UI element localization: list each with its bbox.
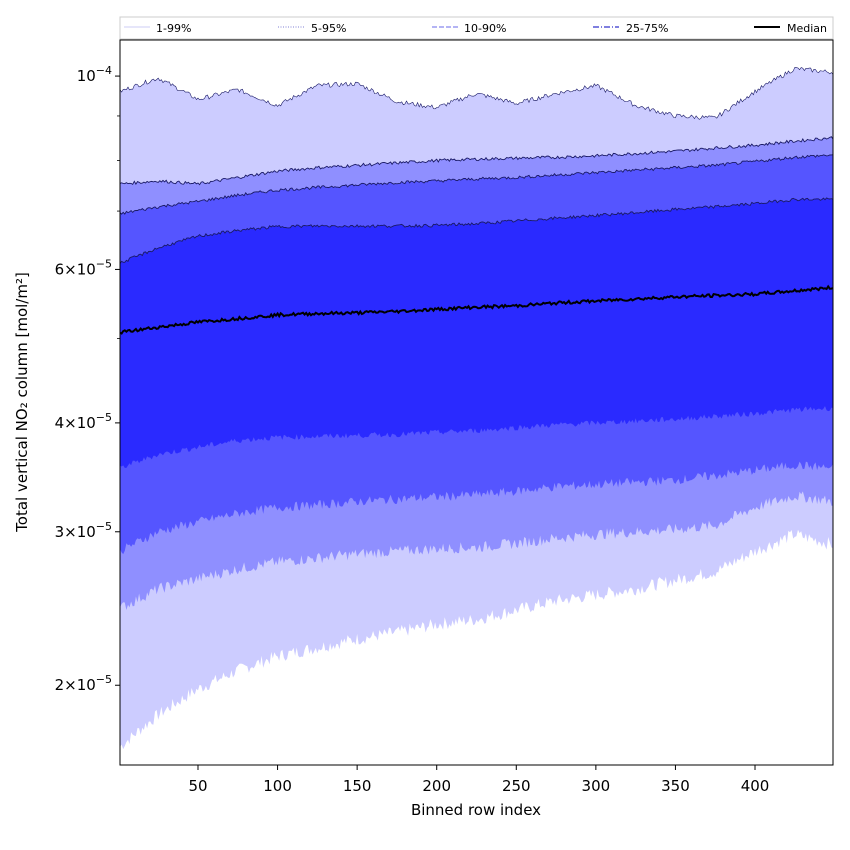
percentile-bands bbox=[120, 67, 833, 750]
band-5-95-upper-edge bbox=[120, 136, 833, 186]
plot-frame bbox=[119, 39, 834, 766]
x-tick-label: 200 bbox=[422, 777, 451, 795]
band-edges bbox=[120, 67, 833, 335]
band-1-99-upper-edge bbox=[120, 67, 833, 120]
legend-label: 10-90% bbox=[464, 22, 506, 35]
legend: 1-99% 5-95% 10-90% 25-75% Median bbox=[119, 16, 834, 40]
band-10-90-upper-edge bbox=[120, 154, 833, 215]
legend-label: 1-99% bbox=[156, 22, 191, 35]
y-axis-label: Total vertical NO₂ column [mol/m²] bbox=[13, 272, 31, 533]
x-axis: 50 100 150 200 250 300 350 400 bbox=[188, 765, 769, 795]
y-axis: 2×10−5 3×10−5 4×10−5 6×10−5 10−4 bbox=[55, 64, 120, 694]
legend-box bbox=[119, 16, 834, 40]
median-line bbox=[120, 284, 833, 335]
x-tick-label: 100 bbox=[263, 777, 292, 795]
y-tick-label: 2×10−5 bbox=[55, 673, 112, 694]
legend-label: 25-75% bbox=[626, 22, 668, 35]
y-tick-label: 10−4 bbox=[77, 64, 112, 85]
x-tick-label: 150 bbox=[343, 777, 372, 795]
x-tick-label: 300 bbox=[582, 777, 611, 795]
y-tick-label: 4×10−5 bbox=[55, 411, 112, 432]
x-tick-label: 50 bbox=[188, 777, 207, 795]
x-tick-label: 400 bbox=[741, 777, 770, 795]
y-tick-label: 3×10−5 bbox=[55, 520, 112, 541]
y-tick-label: 6×10−5 bbox=[55, 257, 112, 278]
band-25-75 bbox=[120, 197, 833, 468]
x-axis-label: Binned row index bbox=[411, 801, 541, 819]
legend-label: Median bbox=[787, 22, 827, 35]
x-tick-label: 350 bbox=[661, 777, 690, 795]
legend-label: 5-95% bbox=[311, 22, 346, 35]
x-tick-label: 250 bbox=[502, 777, 531, 795]
band-25-75-upper-edge bbox=[120, 197, 833, 264]
